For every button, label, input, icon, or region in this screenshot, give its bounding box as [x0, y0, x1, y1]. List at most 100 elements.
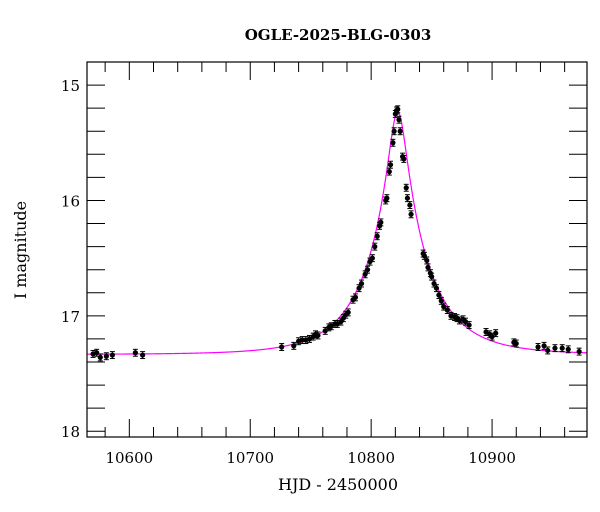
data-marker [444, 307, 450, 313]
data-marker [513, 340, 519, 347]
data-marker [545, 347, 551, 354]
data-marker [397, 128, 403, 134]
y-axis-label: I magnitude [11, 201, 30, 299]
x-tick-label: 10800 [347, 449, 395, 467]
data-point [386, 167, 392, 176]
data-marker [441, 304, 447, 310]
data-point [559, 344, 565, 353]
data-point [565, 345, 571, 354]
data-marker [364, 267, 371, 273]
data-point [395, 105, 401, 114]
data-point [345, 308, 351, 317]
data-point [369, 254, 375, 263]
y-tick-label: 17 [61, 308, 80, 326]
data-point [352, 293, 359, 302]
data-point [466, 321, 472, 330]
data-marker [408, 211, 414, 217]
data-point [444, 306, 450, 315]
y-tick-label: 16 [61, 192, 80, 210]
data-point [401, 154, 407, 163]
data-marker [322, 328, 328, 334]
data-marker [384, 195, 390, 201]
x-tick-label: 10700 [226, 449, 274, 467]
data-marker [103, 353, 109, 359]
data-point [364, 265, 371, 274]
data-point [291, 341, 297, 350]
data-point [279, 343, 285, 351]
data-marker [424, 257, 430, 264]
data-point [374, 232, 380, 241]
data-point [396, 115, 402, 124]
data-marker [404, 195, 411, 201]
data-marker [462, 319, 469, 325]
data-point [140, 351, 146, 360]
x-axis-label: HJD - 2450000 [278, 475, 398, 494]
data-marker [291, 343, 297, 349]
data-point [397, 127, 403, 136]
data-marker [386, 169, 392, 175]
data-point [441, 302, 447, 311]
data-point [132, 348, 138, 357]
data-marker [489, 334, 495, 340]
data-marker [94, 350, 100, 356]
data-marker [362, 271, 368, 277]
data-point [109, 351, 115, 360]
data-marker [552, 345, 558, 351]
data-marker [559, 345, 565, 351]
data-point [384, 194, 390, 203]
data-marker [352, 294, 359, 300]
data-marker [466, 322, 472, 328]
data-marker [407, 202, 413, 208]
data-point [576, 347, 582, 356]
data-marker [403, 185, 409, 191]
data-point [513, 339, 519, 348]
data-marker [390, 140, 396, 146]
model-curve [87, 110, 588, 355]
data-point [390, 138, 396, 147]
data-marker [299, 337, 305, 343]
data-point [378, 218, 384, 227]
data-point [391, 127, 397, 136]
data-marker [396, 117, 402, 123]
data-point [97, 353, 103, 362]
data-marker [132, 350, 138, 356]
data-marker [369, 255, 375, 261]
data-point [315, 331, 321, 340]
model-curve-group [87, 110, 588, 355]
data-marker [97, 354, 103, 360]
data-point [535, 343, 541, 351]
data-marker [391, 128, 397, 134]
data-point [358, 279, 365, 288]
data-marker [535, 344, 541, 350]
data-point [404, 194, 411, 203]
data-marker [356, 285, 362, 291]
data-marker [109, 352, 115, 358]
data-marker [431, 280, 437, 287]
data-marker [374, 233, 380, 239]
x-tick-label: 10900 [468, 449, 516, 467]
data-marker [395, 106, 401, 112]
data-marker [279, 344, 285, 350]
data-point [408, 210, 414, 219]
data-point [103, 352, 109, 361]
data-point [403, 183, 409, 192]
data-point [303, 336, 309, 345]
data-marker [493, 330, 499, 336]
data-marker [372, 244, 378, 250]
data-marker [438, 298, 444, 304]
data-point [387, 160, 394, 169]
axis-ticks: 10600 10700 10800 10900 15 16 17 18 [61, 61, 587, 467]
y-tick-label: 18 [61, 423, 80, 441]
x-tick-label: 10600 [105, 449, 153, 467]
data-marker [433, 285, 440, 291]
data-point [372, 242, 378, 251]
data-marker [378, 219, 384, 225]
data-marker [387, 162, 394, 168]
data-marker [421, 253, 427, 259]
data-point [541, 341, 547, 350]
data-marker [576, 349, 582, 355]
data-point [552, 344, 558, 353]
plot-frame [86, 61, 588, 438]
data-point [407, 201, 413, 210]
